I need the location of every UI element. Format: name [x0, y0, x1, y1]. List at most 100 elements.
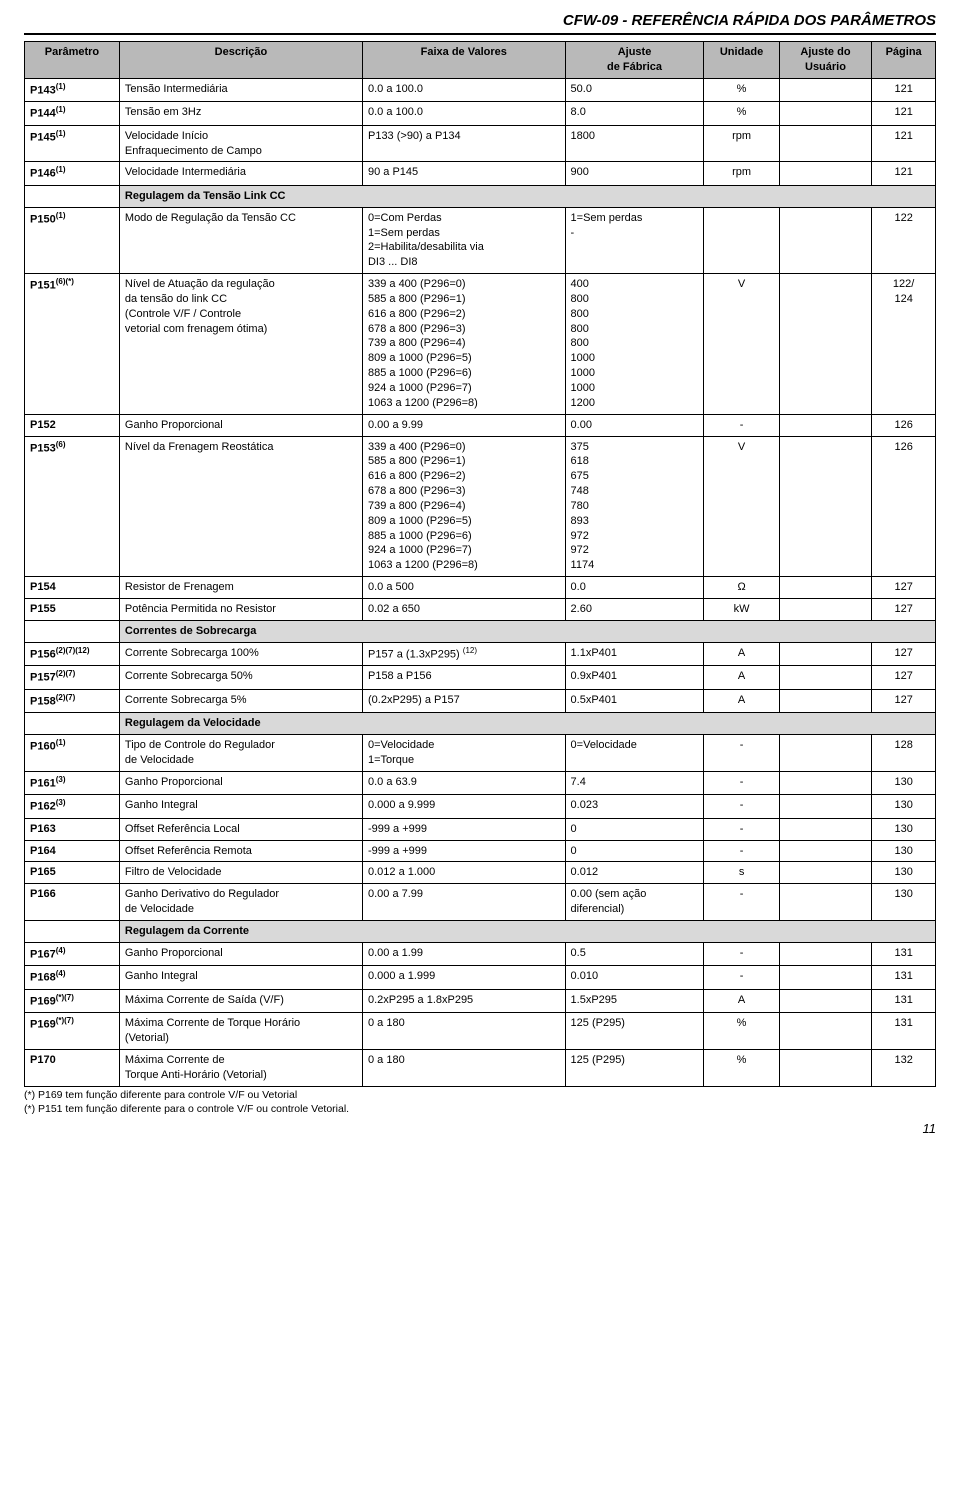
cell-range: 0 a 180 [362, 1013, 565, 1050]
cell-unit: A [704, 642, 779, 666]
cell-page: 130 [872, 862, 936, 884]
cell-range: 0=Com Perdas1=Sem perdas2=Habilita/desab… [362, 207, 565, 273]
cell-range: 0.012 a 1.000 [362, 862, 565, 884]
table-row: P170Máxima Corrente de Torque Anti-Horár… [25, 1049, 936, 1086]
cell-unit: - [704, 966, 779, 990]
cell-usr [779, 840, 872, 862]
cell-desc: Offset Referência Remota [119, 840, 362, 862]
table-row: P161(3)Ganho Proporcional0.0 a 63.97.4-1… [25, 771, 936, 795]
cell-usr [779, 989, 872, 1013]
cell-page: 121 [872, 78, 936, 102]
cell-usr [779, 274, 872, 415]
footnote-1: (*) P169 tem função diferente para contr… [24, 1089, 936, 1101]
cell-fab: 0.00 (sem ação diferencial) [565, 884, 704, 921]
cell-usr [779, 125, 872, 162]
table-row: P146(1)Velocidade Intermediária90 a P145… [25, 162, 936, 186]
cell-fab: 1.1xP401 [565, 642, 704, 666]
cell-param: P155 [25, 598, 120, 620]
cell-unit: rpm [704, 125, 779, 162]
cell-unit: A [704, 689, 779, 713]
cell-unit: - [704, 942, 779, 966]
cell-page: 127 [872, 666, 936, 690]
cell-param [25, 185, 120, 207]
cell-desc: Corrente Sobrecarga 50% [119, 666, 362, 690]
cell-page: 122 [872, 207, 936, 273]
section-label: Regulagem da Corrente [119, 920, 935, 942]
cell-param [25, 713, 120, 735]
cell-usr [779, 102, 872, 126]
cell-unit: V [704, 436, 779, 577]
cell-fab: 1.5xP295 [565, 989, 704, 1013]
cell-desc: Filtro de Velocidade [119, 862, 362, 884]
parameter-table: Parâmetro Descrição Faixa de Valores Aju… [24, 41, 936, 1087]
cell-range: 0.00 a 7.99 [362, 884, 565, 921]
cell-usr [779, 771, 872, 795]
table-row: P152Ganho Proporcional0.00 a 9.990.00-12… [25, 414, 936, 436]
cell-usr [779, 884, 872, 921]
cell-fab: 400 800 800 800 800 1000 1000 1000 1200 [565, 274, 704, 415]
cell-param: P152 [25, 414, 120, 436]
cell-page: 131 [872, 966, 936, 990]
page-number: 11 [24, 1121, 936, 1136]
col-page: Página [872, 42, 936, 79]
cell-page: 127 [872, 689, 936, 713]
cell-page: 127 [872, 642, 936, 666]
cell-param: P150(1) [25, 207, 120, 273]
cell-range: 0.0 a 100.0 [362, 78, 565, 102]
table-row: P163Offset Referência Local-999 a +9990-… [25, 818, 936, 840]
cell-page: 130 [872, 884, 936, 921]
cell-page: 131 [872, 1013, 936, 1050]
table-row: P151(6)(*)Nível de Atuação da regulação … [25, 274, 936, 415]
document-title: CFW-09 - REFERÊNCIA RÁPIDA DOS PARÂMETRO… [24, 12, 936, 35]
cell-desc: Ganho Derivativo do Regulador de Velocid… [119, 884, 362, 921]
cell-usr [779, 207, 872, 273]
cell-fab: 0 [565, 840, 704, 862]
cell-usr [779, 942, 872, 966]
cell-page: 126 [872, 414, 936, 436]
cell-fab: 2.60 [565, 598, 704, 620]
cell-param: P156(2)(7)(12) [25, 642, 120, 666]
cell-range: 0.000 a 1.999 [362, 966, 565, 990]
cell-param [25, 620, 120, 642]
cell-range: (0.2xP295) a P157 [362, 689, 565, 713]
table-row: P169(*)(7)Máxima Corrente de Saída (V/F)… [25, 989, 936, 1013]
cell-desc: Ganho Integral [119, 795, 362, 819]
cell-page: 131 [872, 989, 936, 1013]
cell-range: 339 a 400 (P296=0)585 a 800 (P296=1)616 … [362, 274, 565, 415]
cell-fab: 125 (P295) [565, 1013, 704, 1050]
col-unit: Unidade [704, 42, 779, 79]
cell-usr [779, 162, 872, 186]
cell-usr [779, 78, 872, 102]
table-row: P153(6)Nível da Frenagem Reostática339 a… [25, 436, 936, 577]
cell-param: P145(1) [25, 125, 120, 162]
table-row: Regulagem da Tensão Link CC [25, 185, 936, 207]
cell-param [25, 920, 120, 942]
col-usr: Ajuste do Usuário [779, 42, 872, 79]
cell-param: P165 [25, 862, 120, 884]
cell-unit: kW [704, 598, 779, 620]
cell-range: P158 a P156 [362, 666, 565, 690]
cell-desc: Tipo de Controle do Regulador de Velocid… [119, 735, 362, 772]
cell-page: 130 [872, 771, 936, 795]
table-row: P166Ganho Derivativo do Regulador de Vel… [25, 884, 936, 921]
table-row: P154Resistor de Frenagem0.0 a 5000.0Ω127 [25, 577, 936, 599]
cell-param: P170 [25, 1049, 120, 1086]
cell-fab: 0.023 [565, 795, 704, 819]
cell-fab: 0.5 [565, 942, 704, 966]
cell-page: 121 [872, 162, 936, 186]
table-row: Regulagem da Corrente [25, 920, 936, 942]
cell-desc: Potência Permitida no Resistor [119, 598, 362, 620]
cell-param: P162(3) [25, 795, 120, 819]
cell-fab: 7.4 [565, 771, 704, 795]
cell-usr [779, 795, 872, 819]
table-row: P168(4)Ganho Integral0.000 a 1.9990.010-… [25, 966, 936, 990]
table-row: P157(2)(7)Corrente Sobrecarga 50%P158 a … [25, 666, 936, 690]
cell-unit: - [704, 795, 779, 819]
cell-unit: A [704, 666, 779, 690]
table-row: P165Filtro de Velocidade0.012 a 1.0000.0… [25, 862, 936, 884]
col-range: Faixa de Valores [362, 42, 565, 79]
cell-fab: 0.012 [565, 862, 704, 884]
section-label: Regulagem da Tensão Link CC [119, 185, 935, 207]
cell-unit: - [704, 818, 779, 840]
table-row: Correntes de Sobrecarga [25, 620, 936, 642]
